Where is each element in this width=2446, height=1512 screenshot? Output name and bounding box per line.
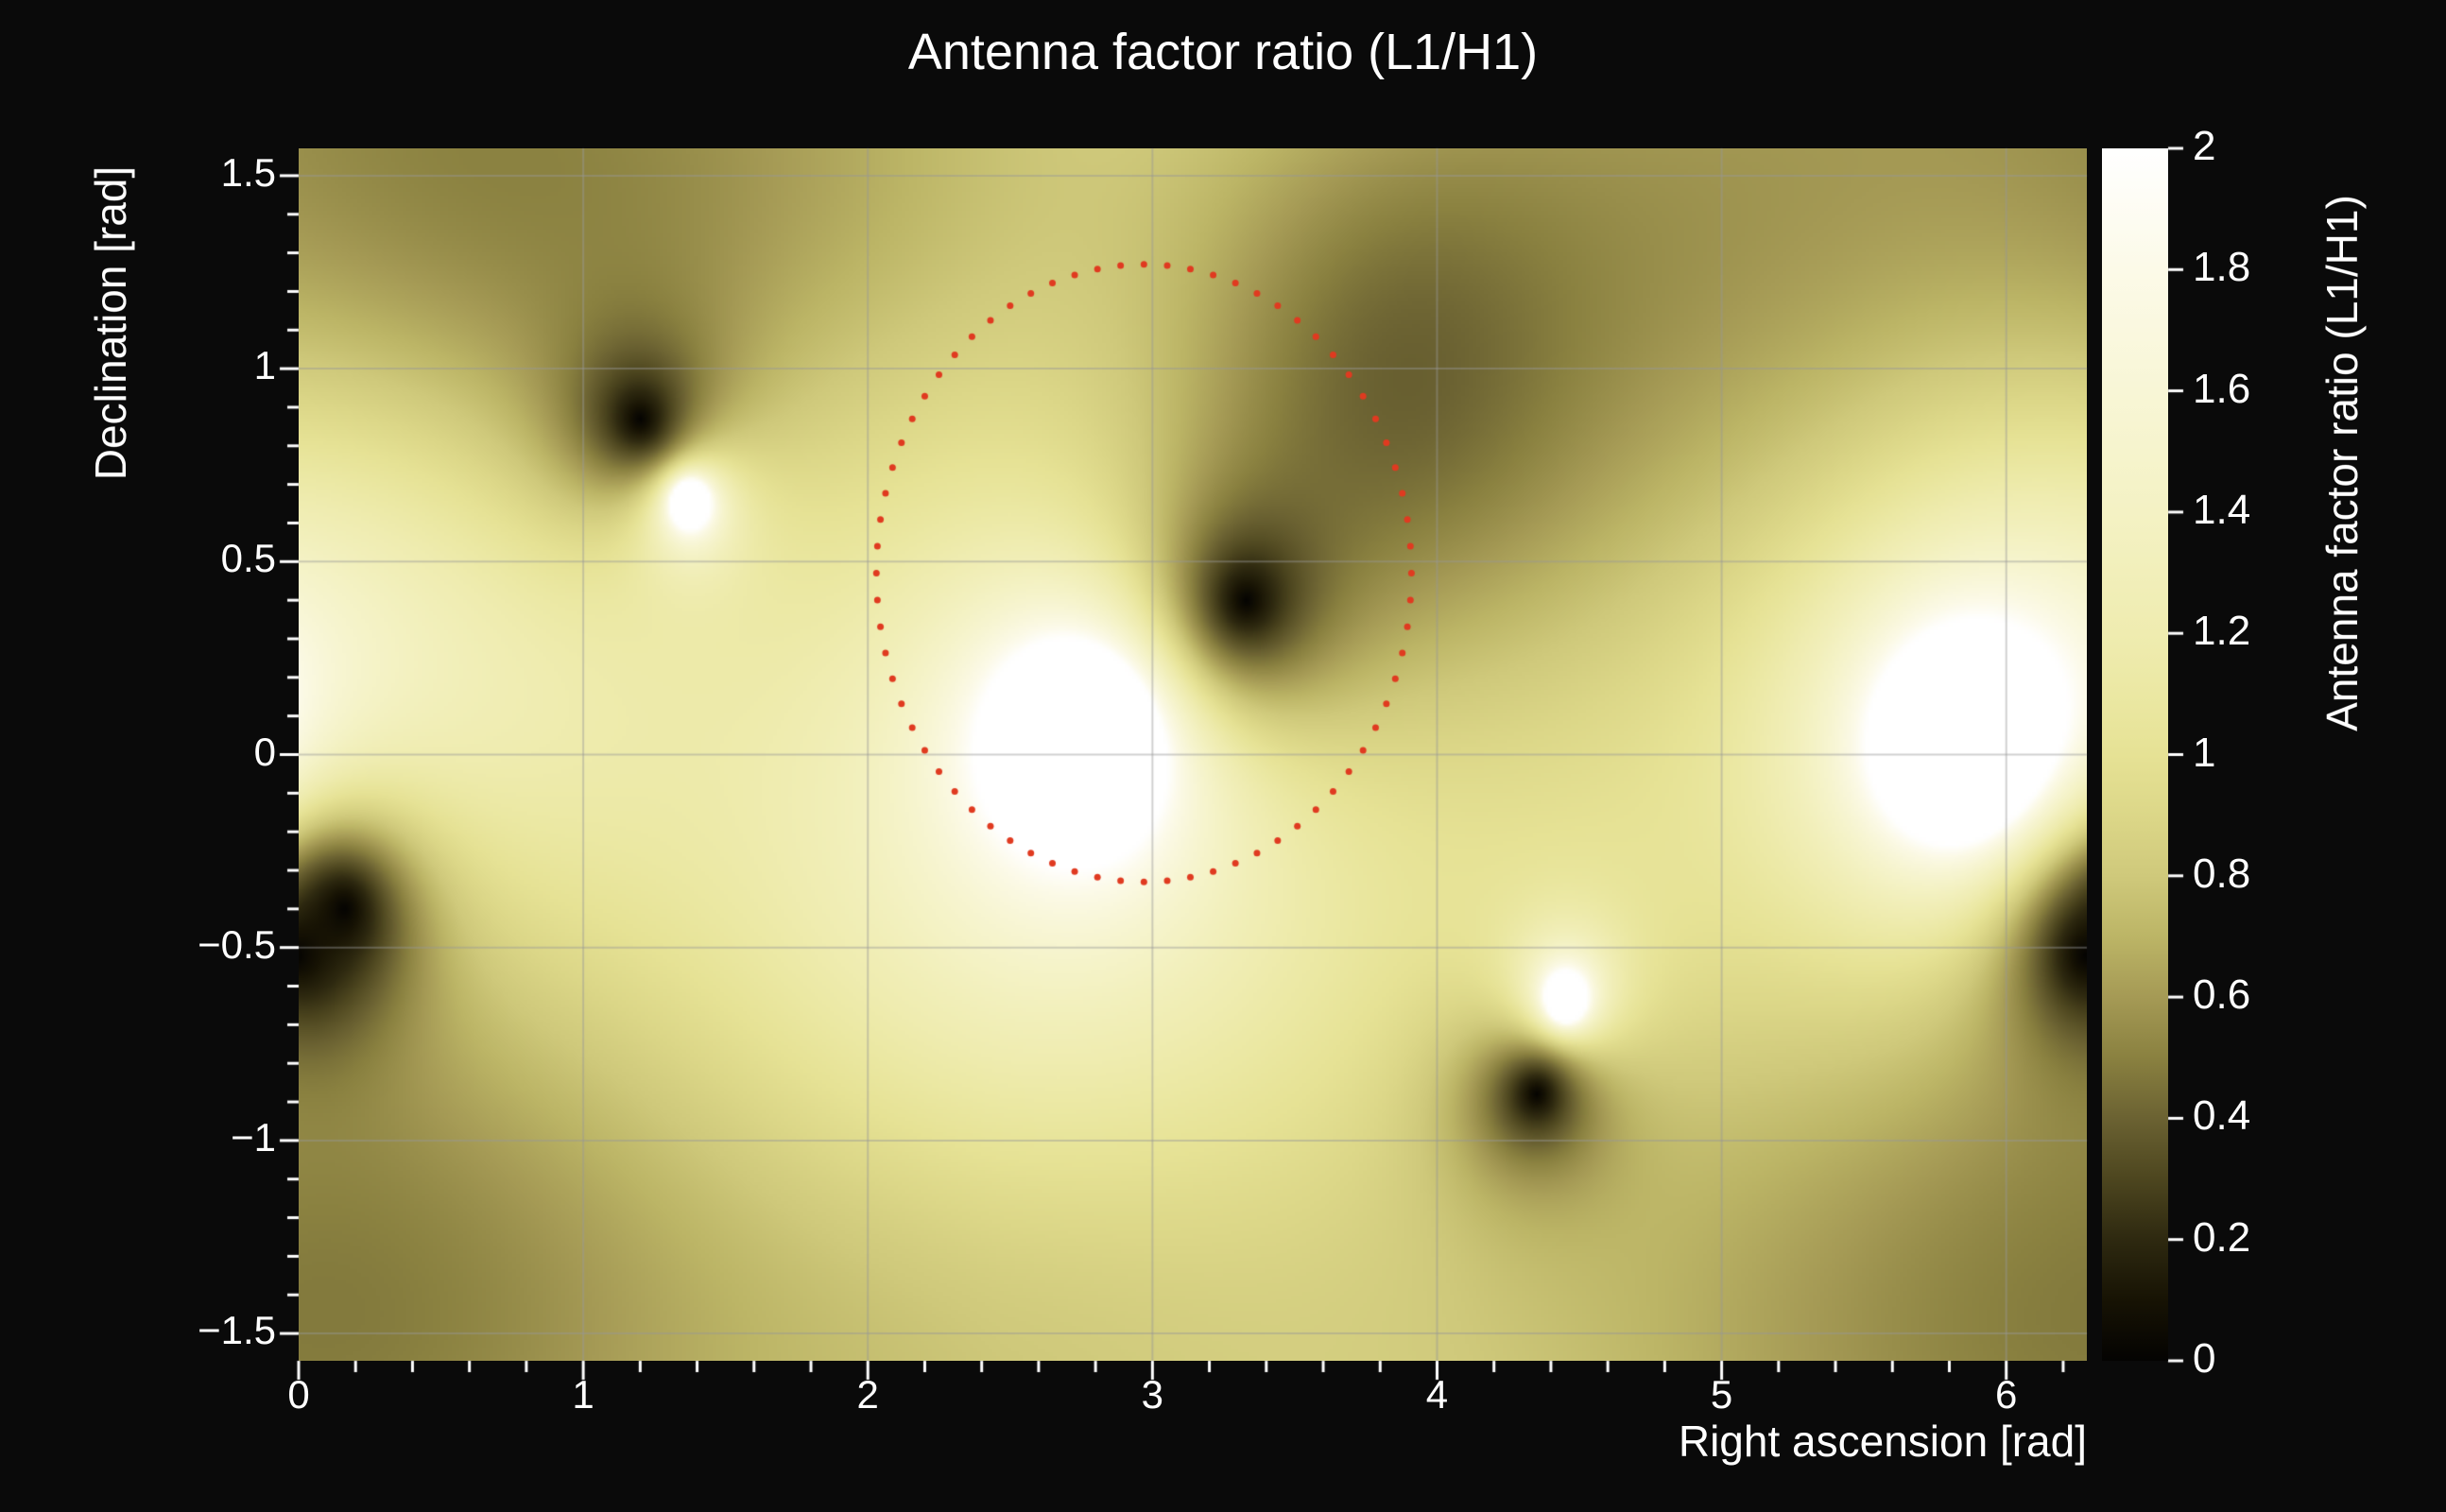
- x-tick-label: 4: [1425, 1372, 1449, 1417]
- colorbar: [2102, 148, 2168, 1361]
- y-tick-label: −0.5: [198, 921, 276, 967]
- colorbar-tick-label: 1.8: [2193, 244, 2251, 291]
- colorbar-tick-label: 0.2: [2193, 1213, 2251, 1261]
- x-tick-label: 2: [856, 1372, 879, 1417]
- colorbar-tick-label: 1: [2193, 729, 2216, 776]
- colorbar-tick-label: 2: [2193, 123, 2216, 169]
- colorbar-tick-label: 1.4: [2193, 486, 2251, 533]
- y-tick-label: 0.5: [220, 536, 276, 581]
- colorbar-title: Antenna factor ratio (L1/H1): [2317, 195, 2367, 731]
- y-tick-label: −1.5: [198, 1308, 276, 1353]
- colorbar-tick-label: 0.4: [2193, 1092, 2251, 1140]
- y-tick-label: 1.5: [220, 149, 276, 195]
- x-tick-label: 1: [572, 1372, 594, 1417]
- x-axis-title: Right ascension [rad]: [1678, 1417, 2087, 1466]
- colorbar-tick-label: 1.6: [2193, 365, 2251, 412]
- x-tick-label: 5: [1710, 1372, 1733, 1417]
- x-tick-label: 3: [1141, 1372, 1164, 1417]
- y-tick-label: −1: [231, 1114, 276, 1160]
- x-tick-label: 0: [287, 1372, 310, 1417]
- colorbar-tick-label: 1.2: [2193, 608, 2251, 655]
- colorbar-tick-label: 0.8: [2193, 850, 2251, 897]
- x-tick-label: 6: [1995, 1372, 2018, 1417]
- colorbar-tick-label: 0: [2193, 1335, 2216, 1382]
- y-axis-title: Declination [rad]: [86, 165, 135, 481]
- y-tick-label: 0: [253, 729, 276, 774]
- y-tick-label: 1: [253, 343, 276, 388]
- colorbar-tick-label: 0.6: [2193, 971, 2251, 1019]
